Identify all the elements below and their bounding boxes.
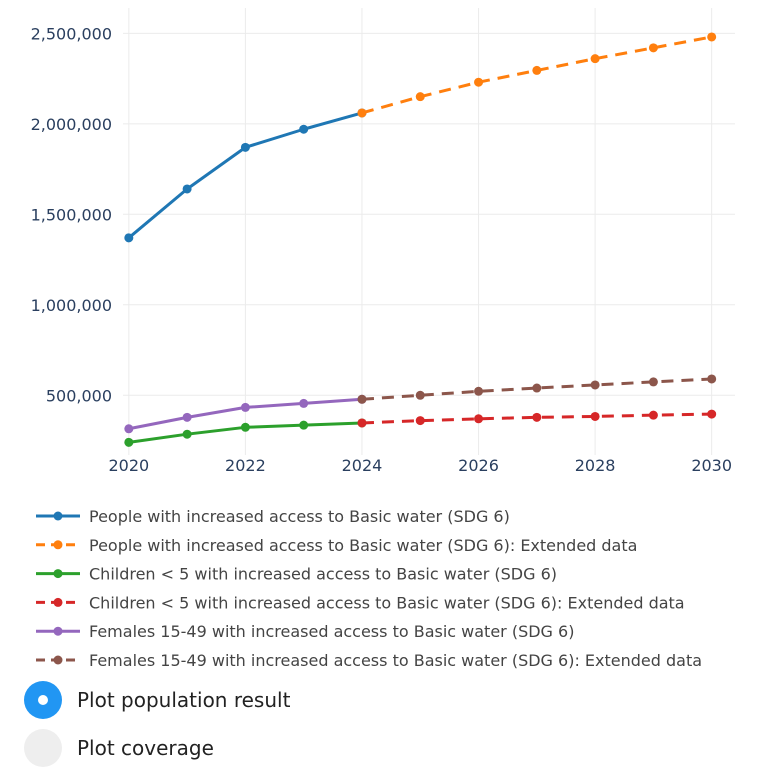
legend-item[interactable]: Children < 5 with increased access to Ba… bbox=[36, 565, 557, 584]
data-point bbox=[240, 142, 250, 152]
radio-selected-icon[interactable] bbox=[24, 681, 62, 719]
x-tick-label: 2022 bbox=[225, 456, 266, 475]
x-tick-label: 2026 bbox=[458, 456, 499, 475]
x-tick-label: 2028 bbox=[575, 456, 616, 475]
data-point bbox=[124, 424, 134, 434]
data-point bbox=[590, 411, 600, 421]
data-point bbox=[357, 418, 367, 428]
x-axis: 2020 2022 2024 2026 2028 2030 bbox=[108, 456, 732, 475]
y-tick-label: 1,500,000 bbox=[31, 205, 112, 224]
line-chart: 500,000 1,000,000 1,500,000 2,000,000 2,500,… bbox=[31, 8, 735, 670]
data-point bbox=[415, 416, 425, 426]
data-point bbox=[648, 410, 658, 420]
data-point bbox=[474, 414, 484, 424]
plot-population-label: Plot population result bbox=[77, 688, 291, 712]
legend-label: People with increased access to Basic wa… bbox=[89, 536, 637, 555]
legend-label: Females 15-49 with increased access to B… bbox=[89, 622, 574, 641]
legend-item[interactable]: Females 15-49 with increased access to B… bbox=[36, 651, 702, 670]
radio-unselected-icon[interactable] bbox=[24, 729, 62, 767]
series-5 bbox=[357, 374, 717, 404]
data-point bbox=[240, 422, 250, 432]
y-tick-label: 2,000,000 bbox=[31, 115, 112, 134]
plot-coverage-option[interactable]: Plot coverage bbox=[24, 724, 290, 772]
series-3 bbox=[357, 409, 717, 428]
data-point bbox=[590, 380, 600, 390]
legend-label: Children < 5 with increased access to Ba… bbox=[89, 565, 557, 584]
legend-marker-icon bbox=[53, 655, 63, 665]
data-point bbox=[240, 402, 250, 412]
data-point bbox=[707, 374, 717, 384]
data-point bbox=[648, 43, 658, 53]
legend-item[interactable]: Children < 5 with increased access to Ba… bbox=[36, 593, 685, 612]
legend-marker-icon bbox=[53, 569, 63, 579]
data-point bbox=[415, 92, 425, 102]
data-point bbox=[415, 390, 425, 400]
y-tick-label: 2,500,000 bbox=[31, 24, 112, 43]
data-point bbox=[299, 124, 309, 134]
data-point bbox=[474, 386, 484, 396]
data-point bbox=[648, 377, 658, 387]
data-point bbox=[182, 429, 192, 439]
data-point bbox=[357, 394, 367, 404]
x-tick-label: 2030 bbox=[691, 456, 732, 475]
plot-population-option[interactable]: Plot population result bbox=[24, 676, 290, 724]
legend-label: Children < 5 with increased access to Ba… bbox=[89, 593, 685, 612]
legend-label: Females 15-49 with increased access to B… bbox=[89, 651, 702, 670]
grid-lines bbox=[123, 8, 735, 455]
data-point bbox=[532, 65, 542, 75]
legend-item[interactable]: Females 15-49 with increased access to B… bbox=[36, 622, 574, 641]
data-point bbox=[182, 412, 192, 422]
x-tick-label: 2024 bbox=[342, 456, 383, 475]
legend-marker-icon bbox=[53, 540, 63, 550]
data-point bbox=[299, 398, 309, 408]
legend-marker-icon bbox=[53, 511, 63, 521]
data-point bbox=[474, 77, 484, 87]
series-1 bbox=[357, 32, 717, 118]
y-axis: 500,000 1,000,000 1,500,000 2,000,000 2,500,… bbox=[31, 24, 112, 405]
plot-mode-radio-group[interactable]: Plot population result Plot coverage bbox=[24, 676, 290, 772]
data-point bbox=[532, 412, 542, 422]
data-point bbox=[124, 233, 134, 243]
y-tick-label: 500,000 bbox=[46, 386, 112, 405]
legend-item[interactable]: People with increased access to Basic wa… bbox=[36, 507, 510, 526]
data-point bbox=[707, 32, 717, 42]
data-point bbox=[299, 420, 309, 430]
series-0 bbox=[124, 108, 367, 243]
data-point bbox=[532, 383, 542, 393]
data-point bbox=[357, 108, 367, 118]
series-line bbox=[361, 35, 712, 115]
data-point bbox=[707, 409, 717, 419]
legend-item[interactable]: People with increased access to Basic wa… bbox=[36, 536, 637, 555]
plot-coverage-label: Plot coverage bbox=[77, 736, 214, 760]
legend-label: People with increased access to Basic wa… bbox=[89, 507, 510, 526]
legend-marker-icon bbox=[53, 626, 63, 636]
plot-series bbox=[124, 32, 717, 447]
x-tick-label: 2020 bbox=[108, 456, 149, 475]
y-tick-label: 1,000,000 bbox=[31, 296, 112, 315]
data-point bbox=[182, 184, 192, 194]
legend[interactable]: People with increased access to Basic wa… bbox=[36, 507, 702, 670]
data-point bbox=[590, 54, 600, 64]
legend-marker-icon bbox=[53, 597, 63, 607]
data-point bbox=[124, 437, 134, 447]
